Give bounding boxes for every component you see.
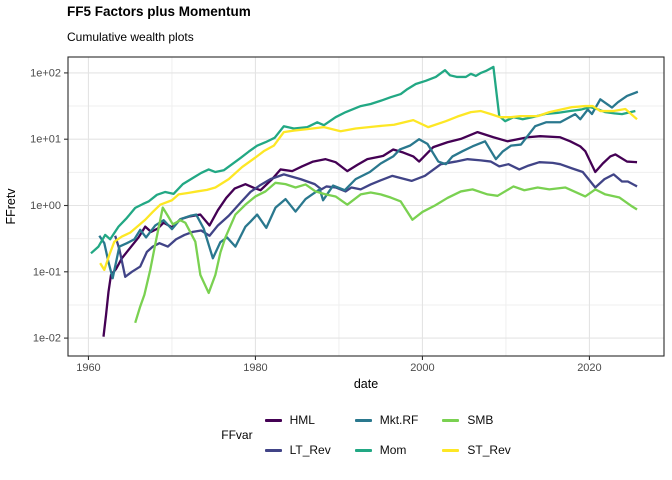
legend-key-hml bbox=[264, 418, 282, 422]
x-axis-title: date bbox=[354, 377, 378, 391]
legend: FFvar HML LT_Rev Mkt.RF Mom SMB ST_Rev bbox=[68, 409, 664, 461]
x-tick-label: 1960 bbox=[76, 362, 100, 374]
y-tick-label: 1e+00 bbox=[30, 200, 61, 212]
legend-item-st-rev: ST_Rev bbox=[442, 439, 511, 461]
legend-item-lt-rev: LT_Rev bbox=[264, 439, 331, 461]
legend-label-lt-rev: LT_Rev bbox=[289, 443, 331, 457]
legend-key-lt-rev bbox=[264, 448, 282, 452]
plot-panel: 1960 1980 2000 2020 1e+02 1e+01 1e+00 1e-01 1e-0… bbox=[4, 56, 665, 391]
grid-minor bbox=[68, 57, 664, 356]
series-line-st-rev bbox=[99, 104, 638, 272]
chart-subtitle: Cumulative wealth plots bbox=[67, 30, 194, 44]
legend-key-mom bbox=[354, 448, 372, 452]
legend-key-smb bbox=[442, 418, 460, 422]
legend-item-smb: SMB bbox=[442, 409, 510, 431]
legend-item-hml: HML bbox=[264, 409, 331, 431]
chart-title: FF5 Factors plus Momentum bbox=[67, 4, 251, 19]
series-line-mkt-rf bbox=[98, 90, 639, 280]
x-tick-label: 2020 bbox=[577, 362, 601, 374]
legend-label-smb: SMB bbox=[467, 413, 494, 427]
legend-label-hml: HML bbox=[289, 413, 315, 427]
y-axis: 1e+02 1e+01 1e+00 1e-01 1e-02 bbox=[30, 67, 68, 345]
panel-border bbox=[67, 56, 665, 357]
legend-label-mom: Mom bbox=[379, 443, 407, 457]
series-lines bbox=[90, 65, 639, 337]
legend-key-mkt-rf bbox=[354, 418, 372, 422]
legend-item-mom: Mom bbox=[354, 439, 419, 461]
legend-key-st-rev bbox=[442, 448, 460, 452]
legend-item-mkt-rf: Mkt.RF bbox=[354, 409, 419, 431]
y-axis-title: FFretv bbox=[4, 188, 18, 225]
series-line-lt-rev bbox=[114, 158, 638, 278]
x-axis: 1960 1980 2000 2020 bbox=[76, 356, 602, 374]
y-tick-label: 1e+02 bbox=[30, 67, 61, 79]
legend-label-mkt-rf: Mkt.RF bbox=[379, 413, 419, 427]
x-tick-label: 2000 bbox=[410, 362, 434, 374]
series-line-mom bbox=[90, 65, 636, 255]
y-tick-label: 1e-02 bbox=[33, 333, 61, 345]
series-line-smb bbox=[134, 181, 638, 324]
x-tick-label: 1980 bbox=[243, 362, 267, 374]
legend-items: HML LT_Rev Mkt.RF Mom SMB ST_Rev bbox=[264, 409, 511, 461]
legend-title: FFvar bbox=[221, 428, 253, 442]
y-tick-label: 1e+01 bbox=[30, 134, 61, 146]
legend-label-st-rev: ST_Rev bbox=[467, 443, 511, 457]
y-tick-label: 1e-01 bbox=[33, 266, 61, 278]
